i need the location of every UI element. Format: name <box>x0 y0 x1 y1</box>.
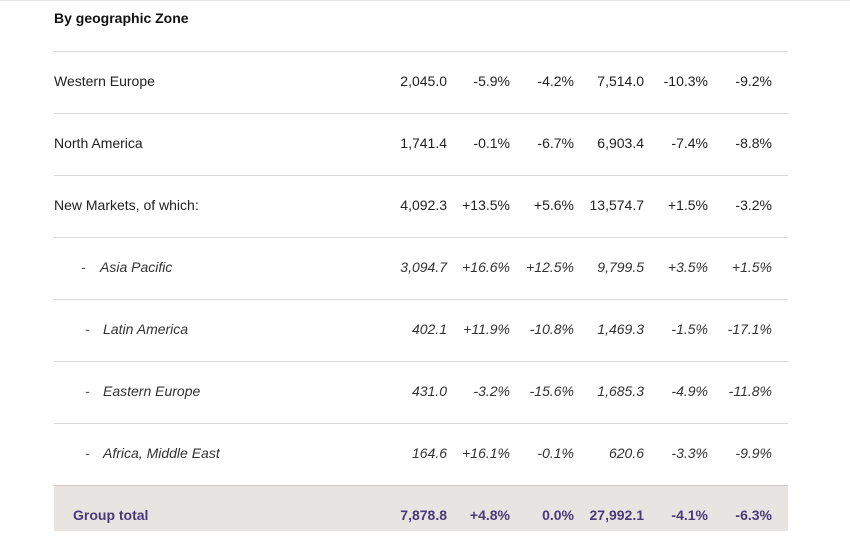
table-cell: -10.8% <box>529 321 574 337</box>
table-cell: 7,514.0 <box>597 73 644 89</box>
table-cell: 1,469.3 <box>597 321 644 337</box>
row-label: Africa, Middle East <box>103 445 220 461</box>
table-cell: -3.2% <box>735 197 772 213</box>
table-row: - Africa, Middle East 164.6 +16.1% -0.1%… <box>54 423 788 485</box>
sub-item-dash: - <box>85 383 90 399</box>
table-cell: +3.5% <box>667 259 708 275</box>
table-cell: -15.6% <box>529 383 574 399</box>
table-row: - Latin America 402.1 +11.9% -10.8% 1,46… <box>54 299 788 361</box>
table-cell: 2,045.0 <box>400 73 447 89</box>
table-cell: 164.6 <box>411 445 447 461</box>
total-cell: -4.1% <box>671 507 708 523</box>
table-cell: -10.3% <box>663 73 708 89</box>
geographic-zone-table: Western Europe 2,045.0 -5.9% -4.2% 7,514… <box>54 51 788 531</box>
table-cell: +16.1% <box>462 445 510 461</box>
table-row: Western Europe 2,045.0 -5.9% -4.2% 7,514… <box>54 51 788 113</box>
table-cell: -4.2% <box>537 73 574 89</box>
section-title: By geographic Zone <box>54 10 189 26</box>
total-cell: -6.3% <box>735 507 772 523</box>
table-cell: -6.7% <box>537 135 574 151</box>
row-label: Asia Pacific <box>100 259 173 275</box>
table-cell: -11.8% <box>728 383 772 399</box>
table-cell: -8.8% <box>735 135 772 151</box>
table-cell: +1.5% <box>667 197 708 213</box>
sub-item-dash: - <box>85 445 90 461</box>
table-cell: 1,685.3 <box>597 383 644 399</box>
sub-item-dash: - <box>85 321 90 337</box>
table-cell: 13,574.7 <box>589 197 645 213</box>
row-label: North America <box>54 135 143 151</box>
table-cell: 3,094.7 <box>400 259 447 275</box>
row-label: Western Europe <box>54 73 155 89</box>
top-divider <box>0 0 850 1</box>
table-cell: +1.5% <box>731 259 772 275</box>
table-cell: -0.1% <box>537 445 574 461</box>
table-cell: +5.6% <box>533 197 574 213</box>
table-cell: 1,741.4 <box>400 135 447 151</box>
table-cell: +12.5% <box>526 259 574 275</box>
page: By geographic Zone Western Europe 2,045.… <box>0 0 850 531</box>
row-label: Eastern Europe <box>103 383 201 399</box>
table-cell: -9.9% <box>735 445 772 461</box>
table-row: North America 1,741.4 -0.1% -6.7% 6,903.… <box>54 113 788 175</box>
sub-item-dash: - <box>81 259 86 275</box>
row-label: Latin America <box>103 321 189 337</box>
table-cell: -1.5% <box>671 321 708 337</box>
total-label: Group total <box>73 507 149 523</box>
table-cell: 6,903.4 <box>597 135 644 151</box>
table-cell: 402.1 <box>411 321 447 337</box>
table-cell: +11.9% <box>463 321 510 337</box>
row-label: New Markets, of which: <box>54 197 199 213</box>
table-row: New Markets, of which: 4,092.3 +13.5% +5… <box>54 175 788 237</box>
table-row: - Asia Pacific 3,094.7 +16.6% +12.5% 9,7… <box>54 237 788 299</box>
table-cell: -3.3% <box>671 445 708 461</box>
table-cell: 431.0 <box>411 383 447 399</box>
table-cell: 620.6 <box>608 445 644 461</box>
table-cell: 4,092.3 <box>400 197 447 213</box>
table-cell: -9.2% <box>735 73 772 89</box>
total-cell: +4.8% <box>469 507 510 523</box>
table-cell: -7.4% <box>671 135 708 151</box>
table-cell: +16.6% <box>462 259 510 275</box>
total-cell: 7,878.8 <box>400 507 447 523</box>
group-total-row: Group total 7,878.8 +4.8% 0.0% 27,992.1 … <box>54 485 788 531</box>
table-cell: -0.1% <box>473 135 510 151</box>
table-cell: -5.9% <box>473 73 510 89</box>
table-cell: +13.5% <box>462 197 510 213</box>
total-cell: 0.0% <box>542 507 574 523</box>
table-cell: -4.9% <box>671 383 708 399</box>
table-row: - Eastern Europe 431.0 -3.2% -15.6% 1,68… <box>54 361 788 423</box>
table-cell: -3.2% <box>473 383 510 399</box>
total-cell: 27,992.1 <box>589 507 645 523</box>
table-cell: -17.1% <box>727 321 772 337</box>
table-cell: 9,799.5 <box>597 259 644 275</box>
